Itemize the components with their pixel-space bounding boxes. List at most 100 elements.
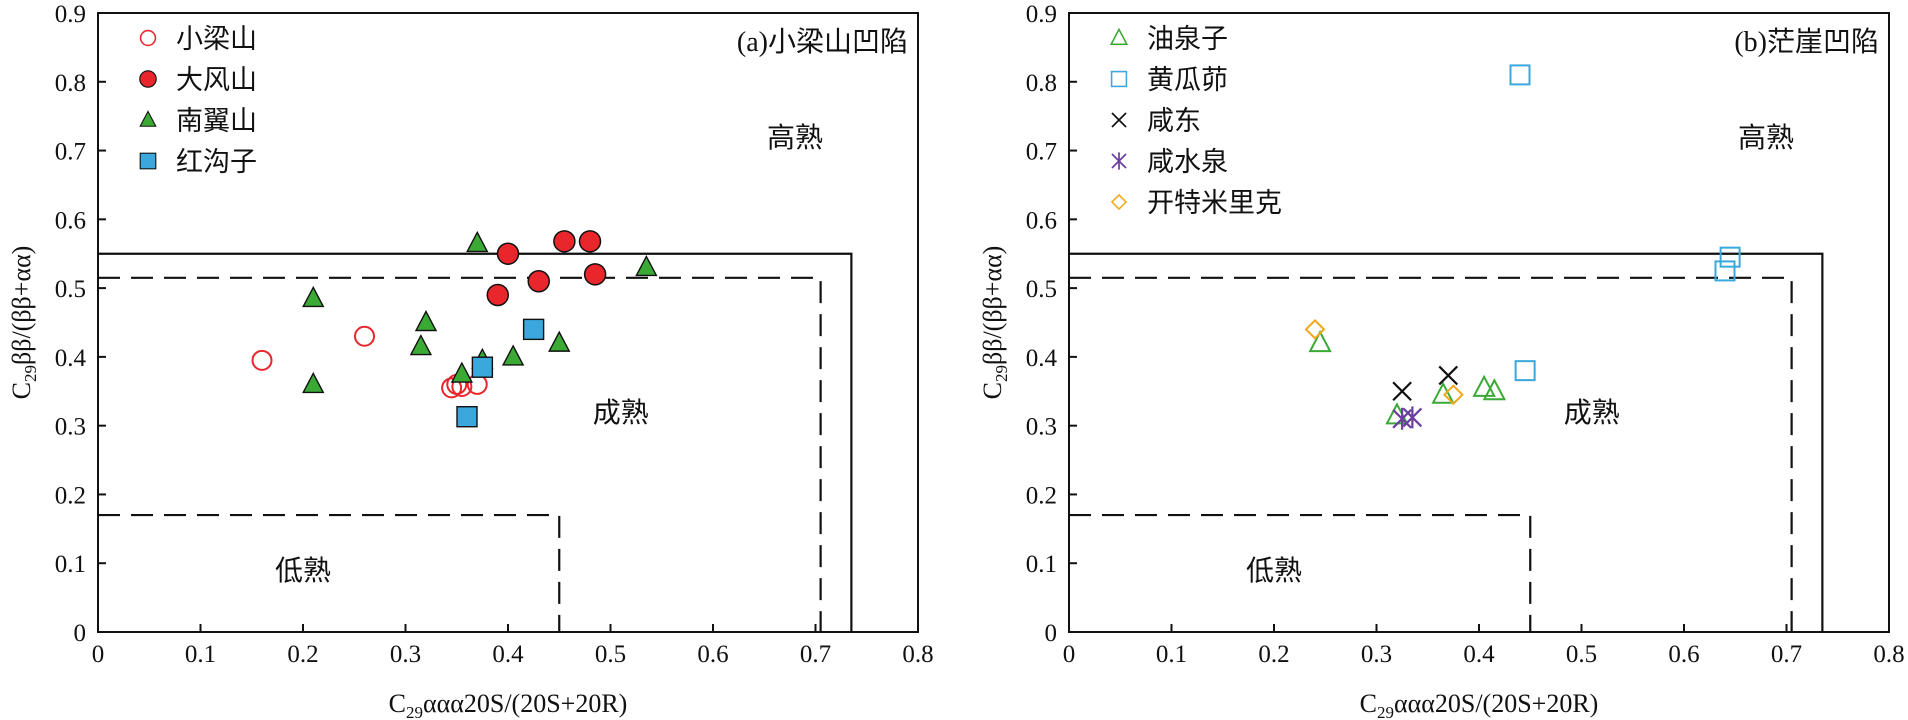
x-tick-label: 0.4 bbox=[492, 641, 524, 668]
chart-panel-b: 0 0.1 0.2 0.3 0.4 0.5 0.6 0.7 0.8 0 0.1 0.2 0.3 0.4 0.… bbox=[978, 1, 1905, 720]
legend-entry: 大风山 bbox=[139, 65, 257, 95]
data-point bbox=[1402, 406, 1423, 429]
data-point bbox=[302, 285, 325, 308]
x-axis-label: C29ααα20S/(20S+20R) bbox=[1360, 689, 1599, 720]
data-point bbox=[414, 309, 438, 332]
legend-entry: 油泉子 bbox=[1109, 24, 1228, 54]
y-tick-label: 0.3 bbox=[55, 414, 86, 441]
data-point bbox=[1392, 381, 1412, 402]
y-tick-label: 0.3 bbox=[1026, 414, 1057, 441]
data-point bbox=[1482, 378, 1507, 401]
data-point bbox=[450, 361, 474, 383]
y-tick-label: 0.7 bbox=[1026, 139, 1057, 166]
x-tick-label: 0.8 bbox=[1873, 641, 1904, 668]
legend-label: 大风山 bbox=[176, 65, 257, 95]
data-point bbox=[1304, 318, 1326, 340]
legend-marker bbox=[1111, 112, 1127, 128]
legend-entry: 咸东 bbox=[1111, 106, 1201, 136]
legend-marker bbox=[139, 29, 157, 47]
legend-label: 南翼山 bbox=[176, 106, 257, 136]
legend-marker bbox=[139, 152, 157, 170]
x-tick-label: 0 bbox=[92, 641, 105, 668]
zone-label: 成熟 bbox=[593, 397, 649, 429]
legend-label: 红沟子 bbox=[176, 147, 257, 177]
data-point bbox=[486, 283, 509, 307]
zone-label: 高熟 bbox=[1738, 122, 1794, 154]
data-point bbox=[548, 330, 571, 352]
series-1 bbox=[1509, 64, 1741, 382]
data-point bbox=[1442, 384, 1464, 406]
data-point bbox=[496, 242, 520, 265]
data-point bbox=[583, 263, 607, 286]
series-3 bbox=[1392, 406, 1423, 430]
y-tick-label: 0.6 bbox=[55, 207, 86, 234]
legend-label: 小梁山 bbox=[176, 24, 257, 54]
legend-label: 咸东 bbox=[1147, 106, 1201, 136]
high-maturity-boundary bbox=[1069, 252, 1824, 632]
legend-symbol bbox=[139, 29, 157, 47]
data-point bbox=[1514, 360, 1536, 382]
data-point bbox=[1392, 407, 1412, 430]
x-tick-label: 0.6 bbox=[697, 641, 728, 668]
series-1 bbox=[486, 230, 607, 307]
x-tick-label: 0.5 bbox=[595, 641, 626, 668]
x-tick-label: 0.8 bbox=[902, 641, 933, 668]
legend-symbol bbox=[139, 110, 157, 127]
legend-symbol bbox=[1110, 193, 1128, 211]
x-tick-label: 0.2 bbox=[1258, 641, 1289, 668]
legend-symbol bbox=[139, 152, 157, 170]
zone-label: 低熟 bbox=[1246, 555, 1302, 587]
legend-symbol bbox=[1111, 152, 1127, 170]
data-point bbox=[302, 371, 325, 394]
data-point bbox=[1714, 260, 1736, 282]
legend-entry: 红沟子 bbox=[139, 147, 257, 177]
legend-label: 油泉子 bbox=[1147, 24, 1228, 54]
y-tick-label: 0.8 bbox=[55, 70, 86, 97]
data-point bbox=[354, 325, 375, 347]
data-point bbox=[441, 377, 463, 399]
legend-label: 开特米里克 bbox=[1147, 188, 1282, 218]
data-point bbox=[1438, 365, 1459, 386]
legend-symbol bbox=[1110, 70, 1128, 88]
legend-label: 黄瓜茆 bbox=[1147, 65, 1228, 95]
legend-entry: 开特米里克 bbox=[1110, 188, 1282, 218]
y-tick-label: 0.1 bbox=[55, 551, 86, 578]
x-tick-label: 0.3 bbox=[390, 641, 421, 668]
legend-marker bbox=[139, 110, 157, 127]
mature-boundary bbox=[98, 276, 822, 632]
x-tick-label: 0.6 bbox=[1668, 641, 1699, 668]
y-tick-label: 0 bbox=[74, 620, 87, 647]
x-tick-label: 0.1 bbox=[185, 641, 216, 668]
low-maturity-boundary bbox=[98, 513, 561, 632]
y-tick-label: 0.5 bbox=[55, 276, 86, 303]
data-point bbox=[456, 406, 478, 428]
y-axis-label: C29ββ/(ββ+αα) bbox=[7, 246, 40, 400]
y-tick-label: 0.9 bbox=[55, 1, 86, 28]
y-tick-label: 0.1 bbox=[1026, 551, 1057, 578]
x-tick-label: 0.3 bbox=[1361, 641, 1392, 668]
low-maturity-boundary bbox=[1069, 513, 1532, 632]
y-tick-label: 0.4 bbox=[55, 345, 87, 372]
zone-label: 低熟 bbox=[275, 555, 331, 587]
series-0 bbox=[251, 325, 488, 399]
data-point bbox=[522, 318, 545, 341]
data-point bbox=[501, 344, 525, 366]
series-3 bbox=[456, 318, 545, 428]
legend-marker bbox=[1110, 70, 1128, 88]
legend-symbol bbox=[139, 70, 157, 88]
x-tick-label: 0.7 bbox=[1771, 641, 1802, 668]
legend-symbol bbox=[1109, 27, 1129, 46]
mature-boundary bbox=[1069, 276, 1793, 632]
zone-label: 高熟 bbox=[767, 122, 823, 154]
legend-marker bbox=[1110, 193, 1128, 211]
legend-marker bbox=[139, 70, 157, 88]
data-point bbox=[553, 230, 576, 253]
panel-title: (b)茫崖凹陷 bbox=[1734, 26, 1879, 58]
series-4 bbox=[1304, 318, 1464, 406]
x-tick-label: 0 bbox=[1063, 641, 1076, 668]
data-point bbox=[1472, 374, 1496, 397]
y-tick-label: 0 bbox=[1045, 620, 1058, 647]
legend-entry: 小梁山 bbox=[139, 24, 257, 54]
x-tick-label: 0.4 bbox=[1463, 641, 1495, 668]
